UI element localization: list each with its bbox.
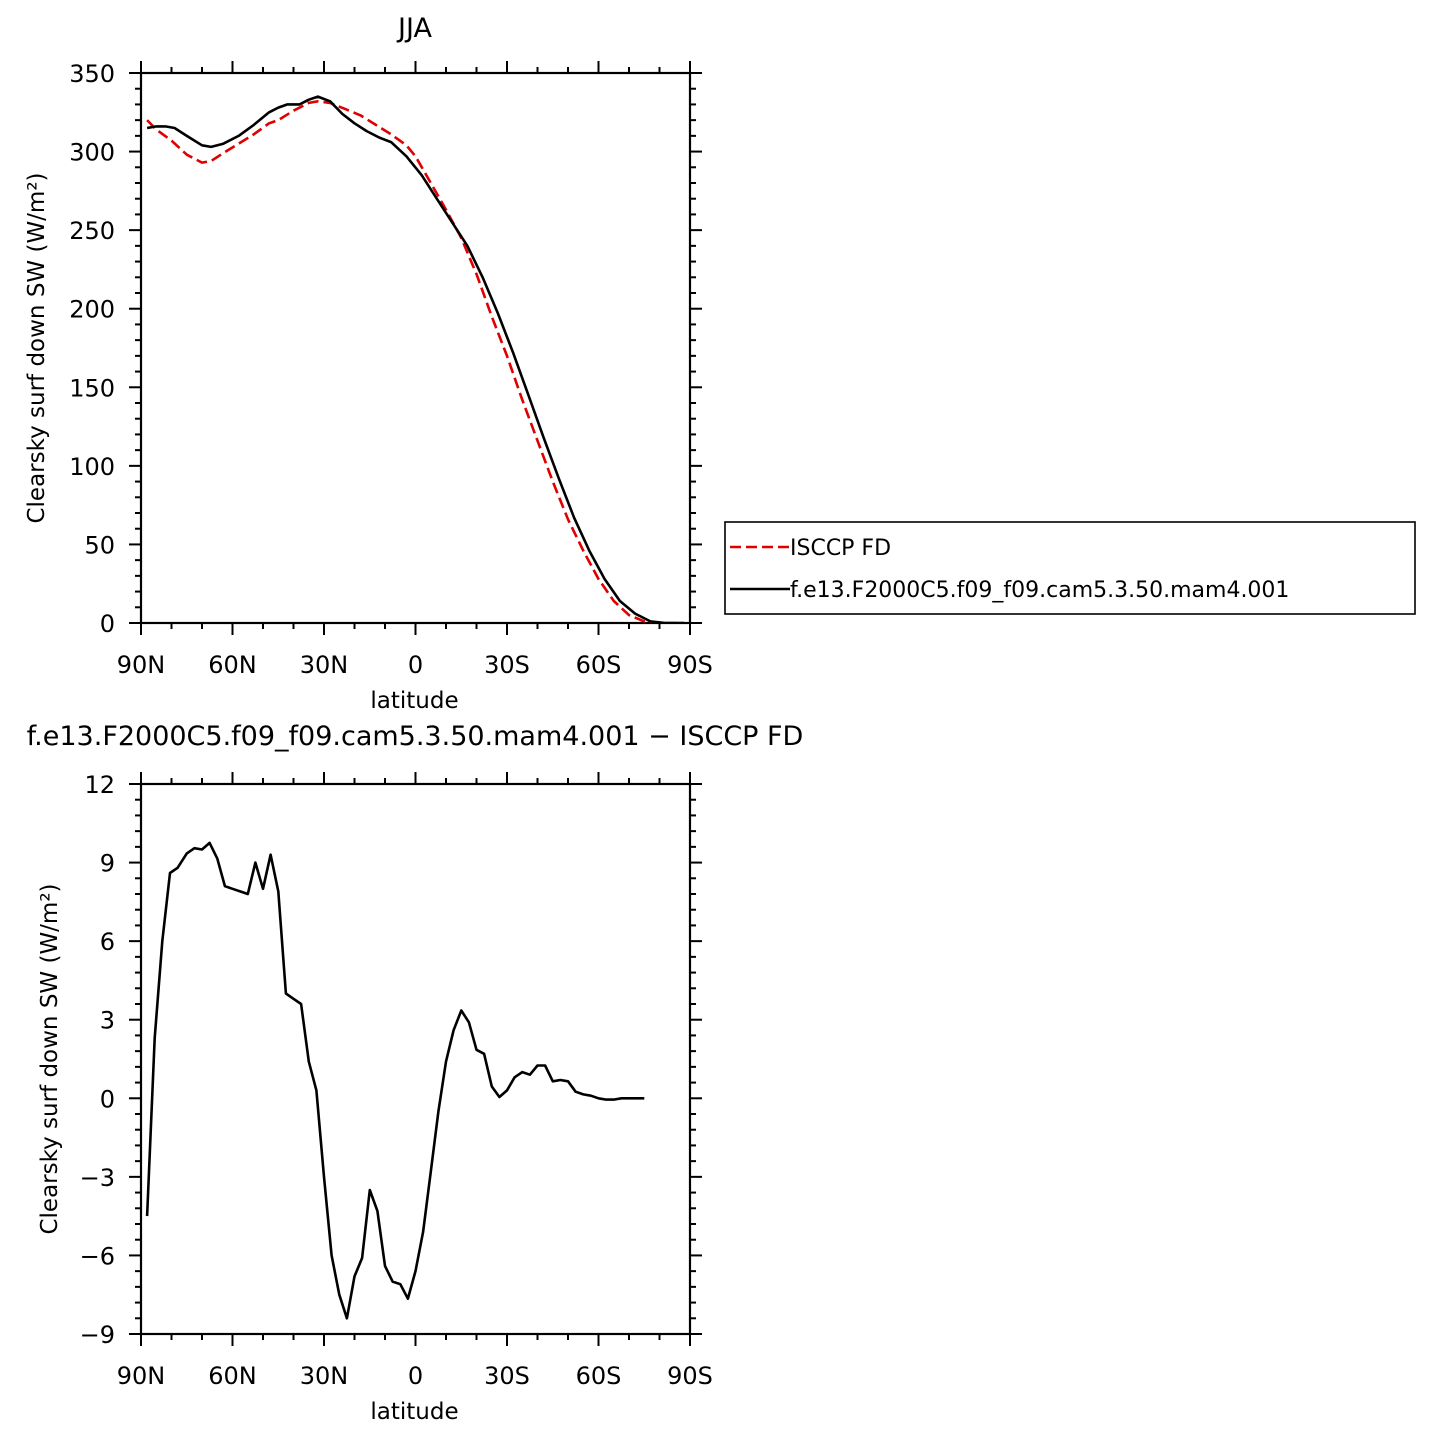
y-tick-label: 300	[69, 139, 115, 167]
x-axis-label: latitude	[370, 1399, 458, 1425]
x-tick-label: 30S	[484, 651, 530, 679]
chart-panel-1: 90N 60N 30N 0 30S 60S 90S 0 50 100 150 200 250 300 350…	[24, 13, 1416, 714]
legend: ISCCP FD f.e13.F2000C5.f09_f09.cam5.3.50.…	[724, 521, 1416, 615]
y-tick-label: −9	[80, 1321, 115, 1349]
y-tick-label: 50	[84, 531, 115, 559]
plot-frame	[139, 71, 692, 625]
y-axis-label: Clearsky surf down SW (W/m²)	[24, 172, 50, 523]
y-tick-label: 250	[69, 217, 115, 245]
legend-label-2: f.e13.F2000C5.f09_f09.cam5.3.50.mam4.001	[790, 578, 1289, 603]
y-tick-label: −3	[80, 1164, 115, 1192]
y-tick-label: 100	[69, 453, 115, 481]
y-tick-label: 200	[69, 296, 115, 324]
chart-title: JJA	[396, 13, 432, 44]
x-tick-label: 30N	[300, 651, 349, 679]
plot-frame	[139, 782, 692, 1336]
y-tick-label: 150	[69, 374, 115, 402]
x-tick-label: 0	[408, 1362, 423, 1390]
x-tick-label: 30N	[300, 1362, 349, 1390]
y-tick-label: 350	[69, 60, 115, 88]
y-tick-label: 3	[100, 1007, 115, 1035]
y-tick-label: 6	[100, 928, 115, 956]
y-tick-label: −6	[80, 1242, 115, 1270]
chart-title: f.e13.F2000C5.f09_f09.cam5.3.50.mam4.001…	[27, 721, 804, 752]
x-tick-label: 60S	[576, 651, 622, 679]
series-line-1	[146, 100, 684, 623]
x-tick-label: 60S	[576, 1362, 622, 1390]
x-tick-label: 90N	[117, 1362, 166, 1390]
series-line-1	[145, 841, 645, 1320]
legend-label-1: ISCCP FD	[790, 536, 891, 561]
x-tick-label: 30S	[484, 1362, 530, 1390]
legend-box	[724, 521, 1416, 615]
x-tick-label: 90S	[667, 651, 713, 679]
x-tick-label: 90N	[117, 651, 166, 679]
y-axis-label: Clearsky surf down SW (W/m²)	[37, 883, 63, 1234]
x-tick-label: 0	[408, 651, 423, 679]
x-tick-label: 90S	[667, 1362, 713, 1390]
x-tick-label: 60N	[208, 1362, 257, 1390]
y-tick-label: 9	[100, 850, 115, 878]
chart-panel-2: 90N 60N 30N 0 30S 60S 90S −9 −6 −3 0 3 6 9 12 latitude C…	[27, 721, 804, 1425]
y-tick-label: 0	[100, 610, 115, 638]
y-tick-label: 12	[84, 771, 115, 799]
x-tick-label: 60N	[208, 651, 257, 679]
y-tick-label: 0	[100, 1085, 115, 1113]
x-axis-label: latitude	[370, 688, 458, 714]
series-line-2	[146, 95, 684, 623]
